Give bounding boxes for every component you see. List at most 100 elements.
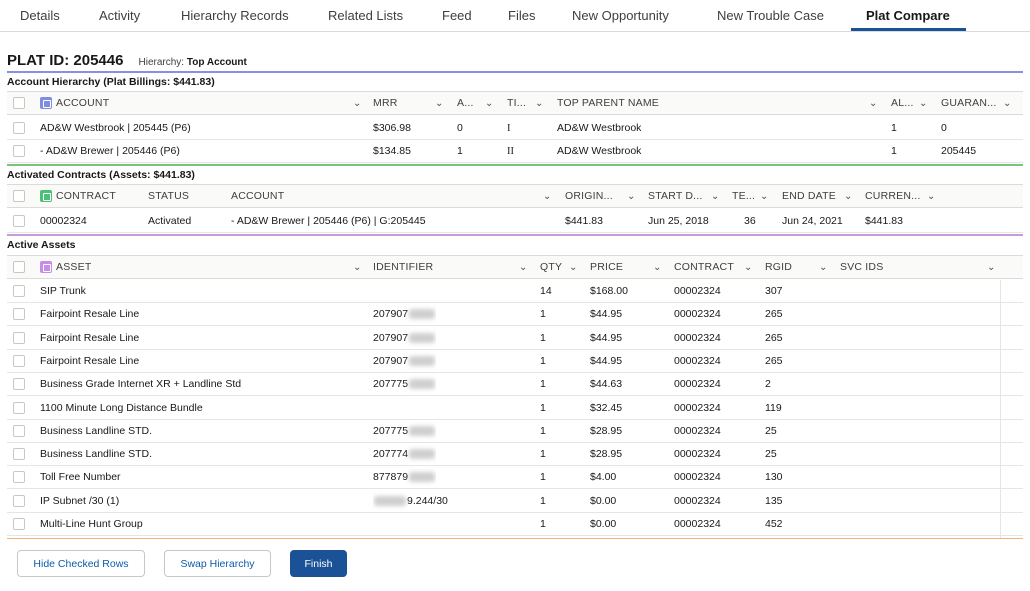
ti-value: I: [507, 122, 511, 134]
row-checkbox[interactable]: [13, 122, 25, 134]
column-contract[interactable]: CONTRACT: [40, 185, 116, 207]
row-checkbox[interactable]: [13, 448, 25, 461]
column-al[interactable]: AL...: [891, 97, 914, 109]
table-row: Business Grade Internet XR + Landline St…: [7, 373, 1023, 397]
column-current[interactable]: CURREN...: [865, 190, 921, 202]
table-row: AD&W Westbrook | 205445 (P6) $306.98 0 I…: [7, 117, 1023, 140]
chevron-down-icon[interactable]: ⌄: [987, 261, 996, 273]
chevron-down-icon[interactable]: ⌄: [535, 97, 544, 109]
chevron-down-icon[interactable]: ⌄: [869, 97, 878, 109]
column-rgid[interactable]: RGID: [765, 261, 793, 273]
asset-name[interactable]: Business Grade Internet XR + Landline St…: [40, 378, 242, 391]
chevron-down-icon[interactable]: ⌄: [711, 190, 720, 202]
a-value: 0: [457, 122, 463, 134]
chevron-down-icon[interactable]: ⌄: [569, 261, 578, 273]
row-checkbox[interactable]: [13, 378, 25, 391]
chevron-down-icon[interactable]: ⌄: [819, 261, 828, 273]
swap-hierarchy-button[interactable]: Swap Hierarchy: [164, 550, 271, 577]
row-checkbox[interactable]: [13, 285, 25, 297]
select-all-checkbox[interactable]: [13, 190, 25, 202]
chevron-down-icon[interactable]: ⌄: [1003, 97, 1012, 109]
column-origin[interactable]: ORIGIN...: [565, 190, 613, 202]
row-checkbox[interactable]: [13, 331, 25, 344]
chevron-down-icon[interactable]: ⌄: [519, 261, 528, 273]
tab-related-lists[interactable]: Related Lists: [328, 8, 404, 23]
column-term[interactable]: TE...: [732, 190, 756, 202]
chevron-down-icon[interactable]: ⌄: [653, 261, 662, 273]
hide-checked-rows-button[interactable]: Hide Checked Rows: [17, 550, 145, 577]
tab-activity[interactable]: Activity: [99, 8, 141, 23]
contracts-divider: [7, 164, 1023, 166]
row-checkbox[interactable]: [13, 471, 25, 484]
column-start-date[interactable]: START D...: [648, 190, 703, 202]
chevron-down-icon[interactable]: ⌄: [435, 97, 444, 109]
row-checkbox[interactable]: [13, 215, 25, 227]
asset-name[interactable]: IP Subnet /30 (1): [40, 494, 120, 507]
asset-name[interactable]: 1100 Minute Long Distance Bundle: [40, 401, 203, 414]
price-value: $28.95: [590, 424, 623, 437]
column-account[interactable]: ACCOUNT: [231, 190, 285, 202]
column-guaran[interactable]: GUARAN...: [941, 97, 997, 109]
column-account[interactable]: ACCOUNT: [40, 92, 109, 114]
tab-hierarchy-records[interactable]: Hierarchy Records: [181, 8, 289, 23]
chevron-down-icon[interactable]: ⌄: [627, 190, 636, 202]
tab-plat-compare[interactable]: Plat Compare: [866, 8, 950, 23]
select-all-checkbox[interactable]: [13, 97, 25, 109]
tab-new-opportunity[interactable]: New Opportunity: [572, 8, 669, 23]
select-all-checkbox[interactable]: [13, 261, 25, 273]
asset-name[interactable]: Fairpoint Resale Line: [40, 331, 140, 344]
tab-details[interactable]: Details: [20, 8, 60, 23]
table-row: Business Landline STD. 207774 1 $28.95 00002…: [7, 443, 1023, 467]
tab-files[interactable]: Files: [508, 8, 536, 23]
column-contract[interactable]: CONTRACT: [674, 261, 734, 273]
row-checkbox[interactable]: [13, 401, 25, 414]
column-price[interactable]: PRICE: [590, 261, 624, 273]
asset-name[interactable]: Business Landline STD.: [40, 424, 153, 437]
contract-number[interactable]: 00002324: [40, 215, 87, 227]
row-checkbox[interactable]: [13, 308, 25, 321]
asset-name[interactable]: Business Landline STD.: [40, 448, 153, 461]
column-status[interactable]: STATUS: [148, 190, 190, 202]
chevron-down-icon[interactable]: ⌄: [353, 97, 362, 109]
chevron-down-icon[interactable]: ⌄: [844, 190, 853, 202]
asset-name[interactable]: Fairpoint Resale Line: [40, 354, 140, 367]
row-checkbox[interactable]: [13, 494, 25, 507]
asset-name[interactable]: Fairpoint Resale Line: [40, 308, 140, 321]
price-value: $44.95: [590, 308, 623, 321]
asset-name[interactable]: Toll Free Number: [40, 471, 121, 484]
column-end-date[interactable]: END DATE: [782, 190, 836, 202]
column-top-parent-name[interactable]: TOP PARENT NAME: [557, 97, 659, 109]
scrollbar-track[interactable]: [1000, 280, 1001, 538]
row-checkbox[interactable]: [13, 354, 25, 367]
ti-value: II: [507, 145, 514, 157]
table-row: Fairpoint Resale Line 207907 1 $44.95 000023…: [7, 350, 1023, 373]
account-name[interactable]: AD&W Westbrook | 205445 (P6): [40, 122, 191, 134]
column-a[interactable]: A...: [457, 97, 474, 109]
row-checkbox[interactable]: [13, 424, 25, 437]
column-mrr[interactable]: MRR: [373, 97, 398, 109]
row-checkbox[interactable]: [13, 145, 25, 157]
column-ti[interactable]: TI...: [507, 97, 527, 109]
account-name[interactable]: - AD&W Brewer | 205446 (P6): [40, 145, 180, 157]
column-qty[interactable]: QTY: [540, 261, 563, 273]
asset-name[interactable]: SIP Trunk: [40, 285, 86, 297]
redacted-block: [409, 449, 436, 460]
column-identifier[interactable]: IDENTIFIER: [373, 261, 434, 273]
asset-name[interactable]: Multi-Line Hunt Group: [40, 518, 143, 530]
chevron-down-icon[interactable]: ⌄: [353, 261, 362, 273]
chevron-down-icon[interactable]: ⌄: [543, 190, 552, 202]
rgid-value: 265: [765, 308, 783, 321]
row-checkbox[interactable]: [13, 518, 25, 530]
chevron-down-icon[interactable]: ⌄: [760, 190, 769, 202]
chevron-down-icon[interactable]: ⌄: [919, 97, 928, 109]
column-svc-ids[interactable]: SVC IDS: [840, 261, 884, 273]
identifier-value: 207907: [373, 303, 436, 325]
column-asset[interactable]: ASSET: [40, 256, 91, 278]
finish-button[interactable]: Finish: [290, 550, 347, 577]
tab-feed[interactable]: Feed: [442, 8, 472, 23]
tab-new-trouble-case[interactable]: New Trouble Case: [717, 8, 824, 23]
chevron-down-icon[interactable]: ⌄: [744, 261, 753, 273]
chevron-down-icon[interactable]: ⌄: [927, 190, 936, 202]
rgid-value: 135: [765, 494, 783, 507]
chevron-down-icon[interactable]: ⌄: [485, 97, 494, 109]
